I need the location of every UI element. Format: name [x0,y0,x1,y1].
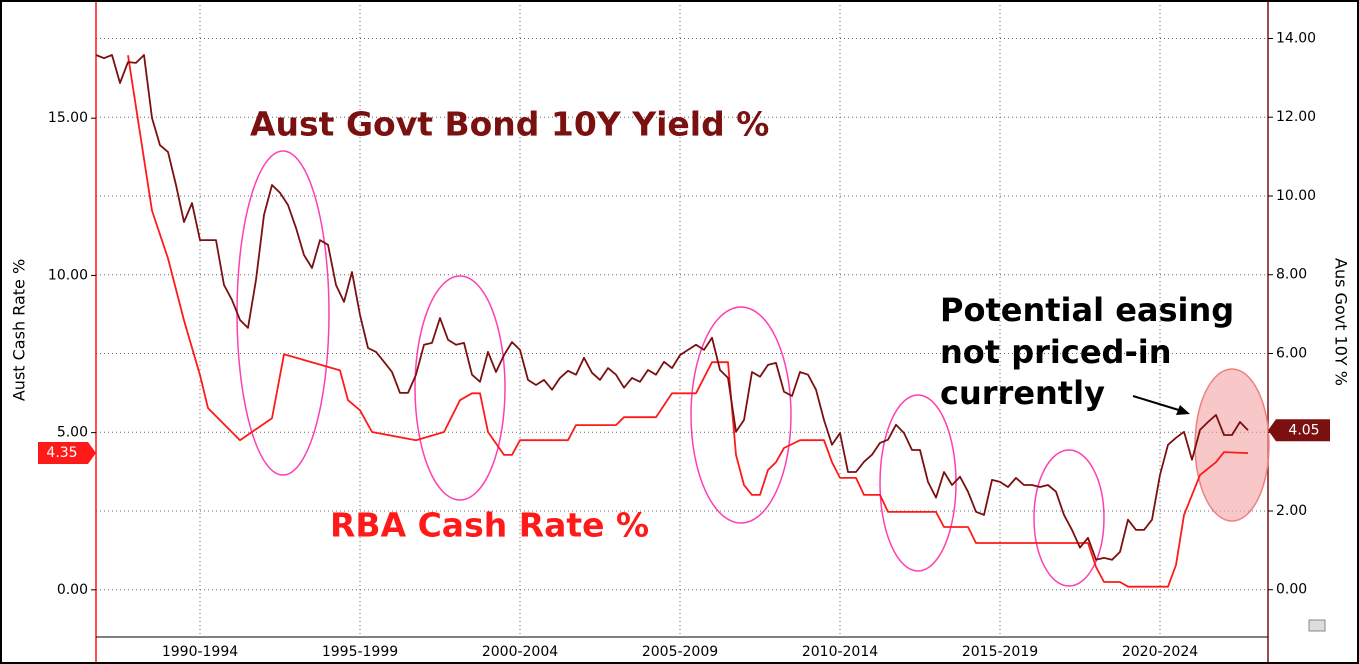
series [95,54,1249,588]
y2-tick-label: 12.00 [1276,109,1316,125]
x-tick-label: 2020-2024 [1122,644,1198,660]
note-line: Potential easing [940,291,1234,329]
highlight [690,306,792,524]
highlight [879,394,957,572]
x-tick-label: 1990-1994 [162,644,238,660]
y2-tick-label: 6.00 [1276,345,1307,361]
x-tick-label: 2000-2004 [482,644,558,660]
y2-tick-label: 8.00 [1276,267,1307,283]
x-tick-label: 2010-2014 [802,644,878,660]
highlight-filled [1194,368,1270,522]
x-tick-label: 1995-1999 [322,644,398,660]
arrow-head [1176,405,1190,415]
last-value-tag [1268,419,1330,442]
y2-tick-label: 10.00 [1276,188,1316,204]
arrow [1132,395,1183,412]
note-line: currently [940,374,1105,412]
icon [1308,619,1326,632]
highlight [1033,449,1105,587]
highlights [236,150,1105,587]
grid [96,5,1268,637]
y2-tick-label: 0.00 [1276,582,1307,598]
y-tick-label: 10.00 [48,267,88,283]
y-tick-label: 5.00 [57,425,88,441]
last-value-tag [38,442,96,465]
x-tick-label: 2005-2009 [642,644,718,660]
cash-annotation: RBA Cash Rate % [330,506,649,545]
highlight [414,275,506,501]
x-tick-label: 2015-2019 [962,644,1038,660]
y-tick-label: 0.00 [57,582,88,598]
bond-annotation: Aust Govt Bond 10Y Yield % [250,105,769,144]
y2-axis-title: Aus Govt 10Y % [1332,258,1351,386]
note-line: not priced-in [940,333,1171,371]
last-value-label: 4.35 [46,445,77,461]
last-value-label: 4.05 [1288,422,1319,438]
series-line [95,54,1249,561]
y2-tick-label: 14.00 [1276,30,1316,46]
y-axis-title: Aust Cash Rate % [10,259,29,401]
y2-tick-label: 2.00 [1276,503,1307,519]
y-tick-label: 15.00 [48,110,88,126]
